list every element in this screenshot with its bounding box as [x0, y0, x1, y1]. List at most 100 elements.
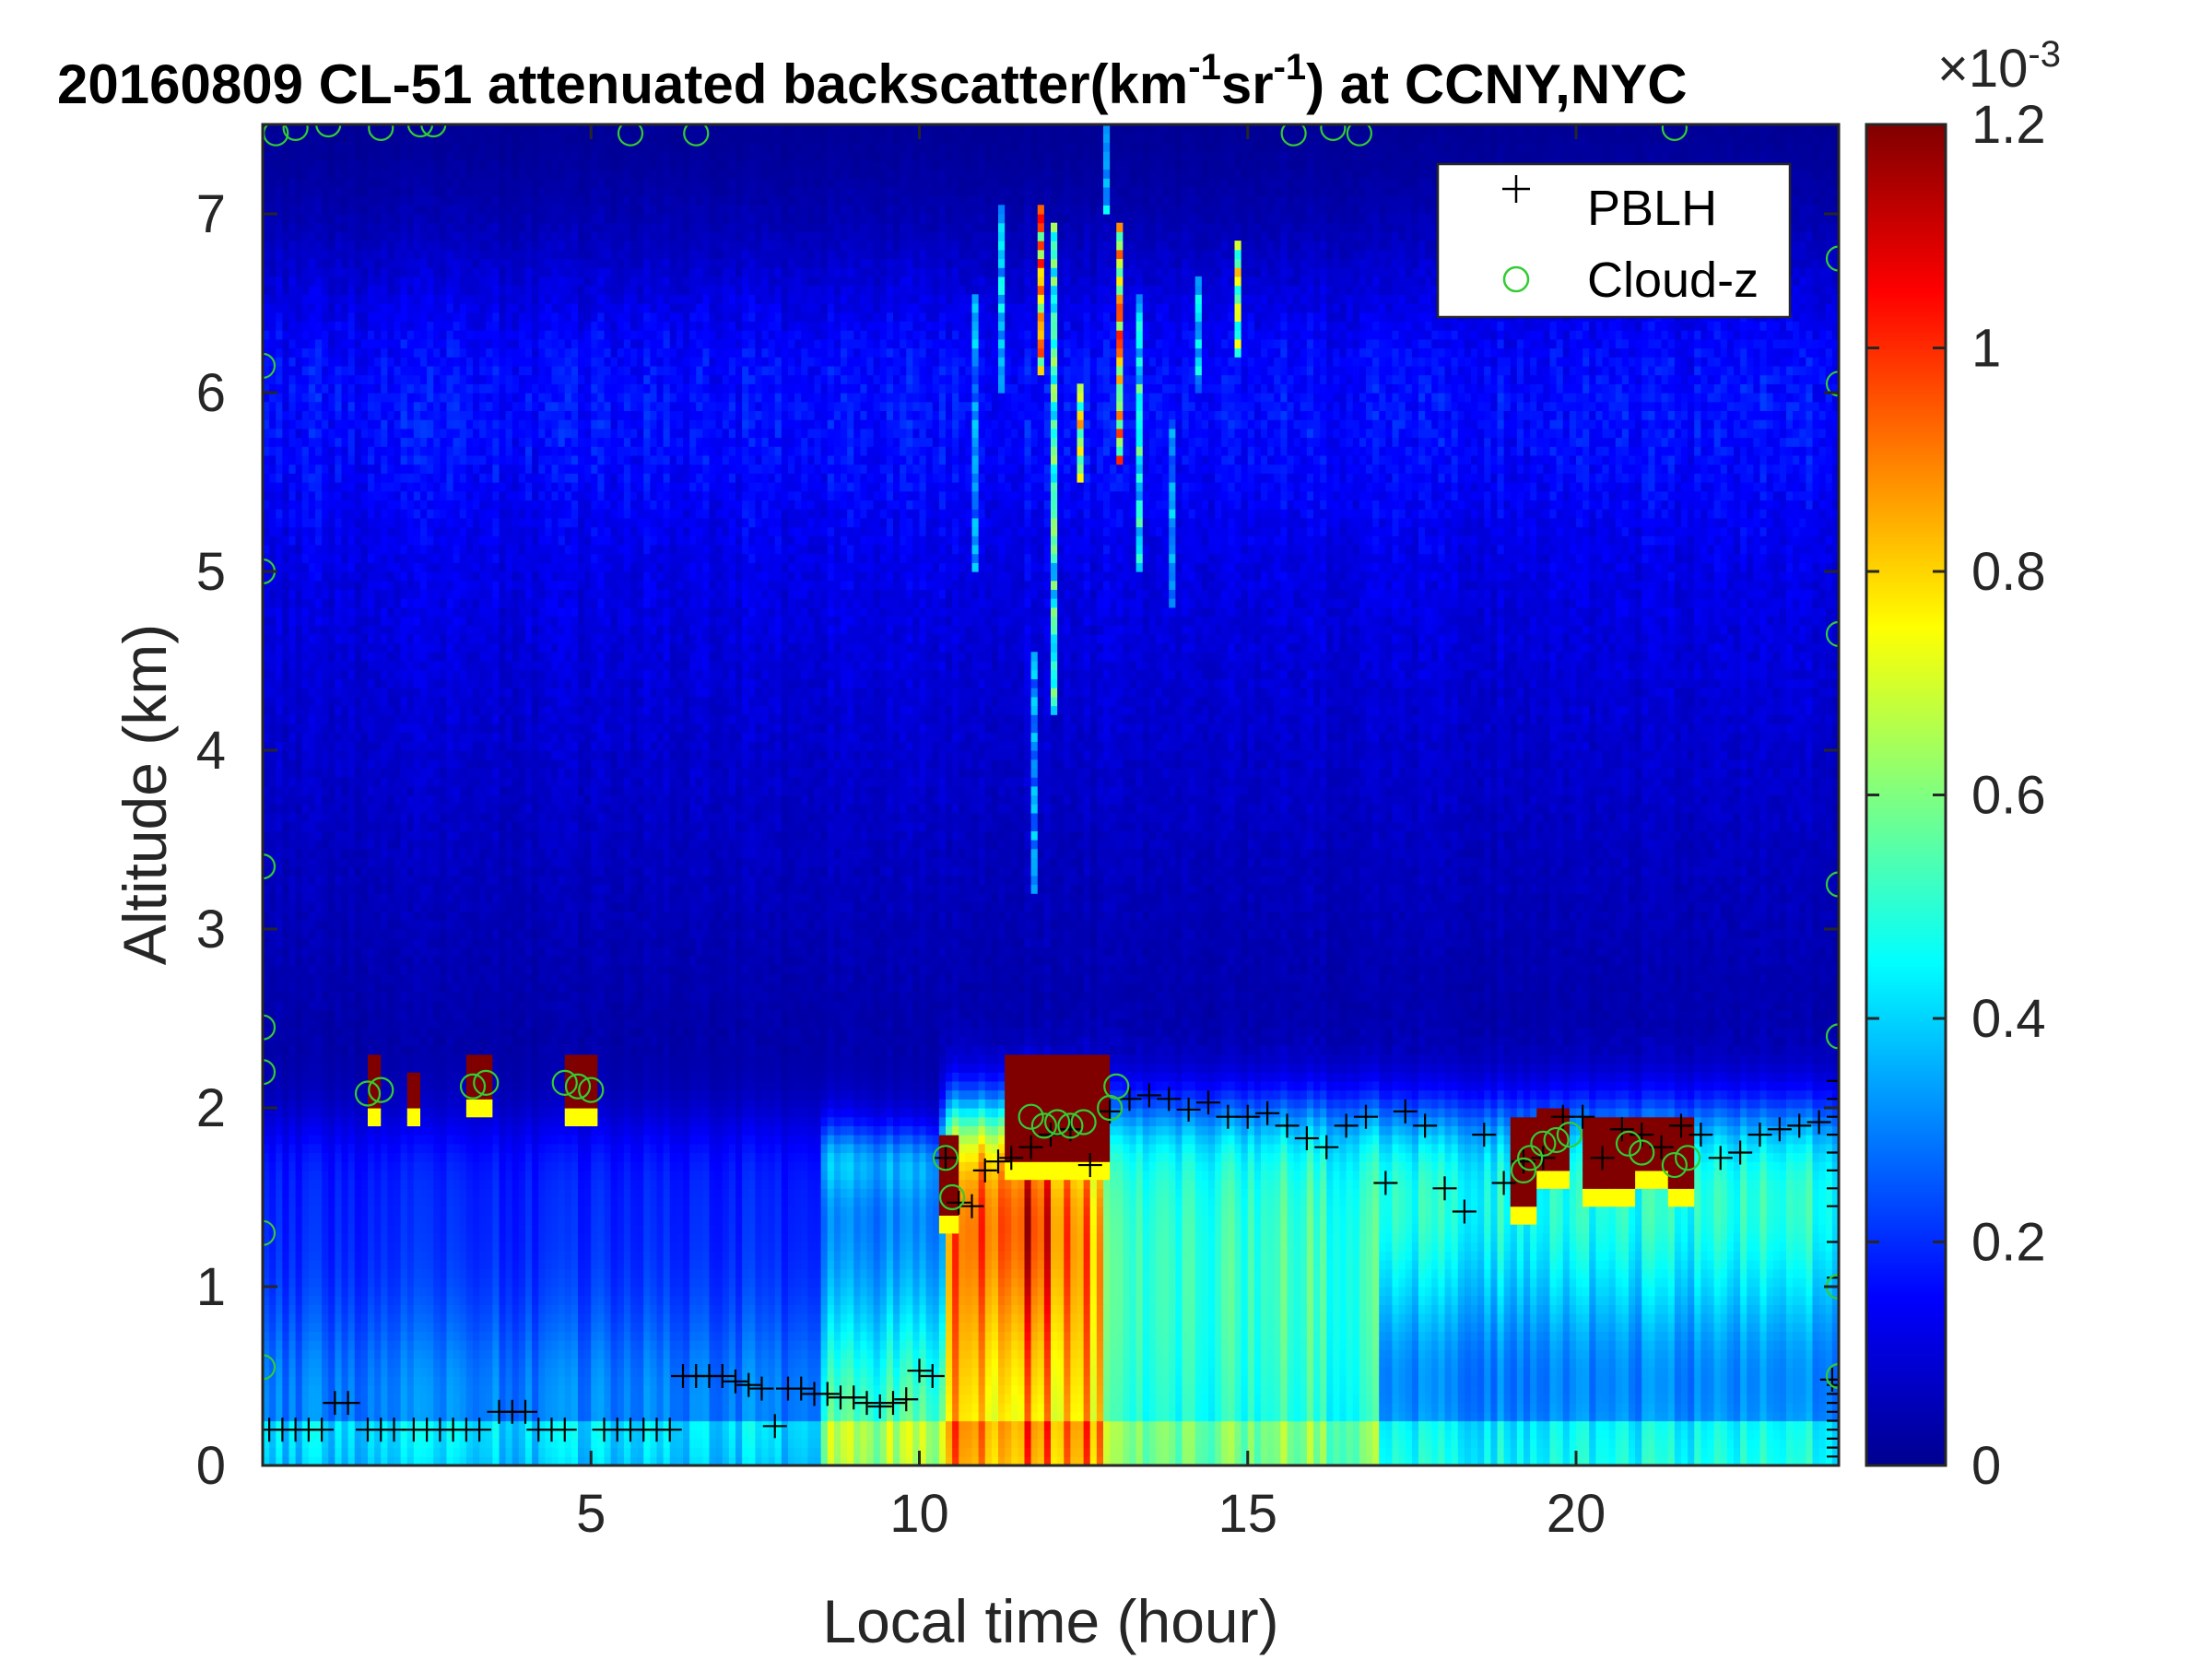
heatmap-cell: [387, 812, 395, 823]
heatmap-cell: [427, 741, 434, 751]
heatmap-cell: [354, 929, 362, 939]
heatmap-cell: [459, 133, 467, 143]
heatmap-cell: [282, 901, 290, 912]
heatmap-cell: [269, 857, 276, 867]
heatmap-cell: [446, 1438, 454, 1449]
heatmap-cell: [433, 1206, 441, 1216]
heatmap-cell: [420, 741, 428, 751]
heatmap-cell: [400, 330, 408, 340]
heatmap-cell: [295, 151, 303, 161]
heatmap-cell: [368, 393, 375, 403]
heatmap-cell: [465, 821, 474, 831]
heatmap-cell: [341, 714, 349, 724]
heatmap-cell: [473, 1277, 480, 1288]
heatmap-cell: [400, 652, 408, 662]
heatmap-cell: [288, 1036, 297, 1046]
heatmap-cell: [465, 1331, 474, 1341]
heatmap-cell: [301, 214, 310, 224]
heatmap-cell: [459, 688, 467, 698]
heatmap-cell: [347, 616, 356, 626]
heatmap-cell: [347, 848, 356, 858]
heatmap-cell: [465, 1403, 474, 1413]
heatmap-cell: [301, 1394, 310, 1404]
heatmap-cell: [394, 1099, 402, 1109]
heatmap-cell: [473, 1340, 480, 1350]
heatmap-cell: [420, 688, 428, 698]
heatmap-cell: [420, 642, 428, 653]
heatmap-cell: [354, 1447, 362, 1457]
heatmap-cell: [387, 195, 395, 206]
heatmap-cell: [427, 920, 434, 930]
heatmap-cell: [387, 159, 395, 171]
heatmap-cell: [406, 365, 415, 376]
heatmap-cell: [440, 285, 448, 295]
heatmap-cell: [387, 1197, 395, 1207]
heatmap-cell: [446, 705, 454, 715]
heatmap-cell: [440, 169, 448, 179]
heatmap-cell: [308, 1152, 316, 1162]
heatmap-cell: [465, 214, 474, 224]
heatmap-cell: [354, 437, 362, 447]
heatmap-cell: [276, 1206, 283, 1216]
heatmap-cell: [387, 840, 395, 850]
heatmap-cell: [322, 1376, 329, 1386]
heatmap-cell: [322, 1224, 329, 1234]
heatmap-cell: [433, 464, 441, 474]
heatmap-cell: [301, 750, 310, 760]
heatmap-cell: [308, 509, 316, 519]
heatmap-cell: [282, 1027, 290, 1037]
heatmap-cell: [269, 1268, 276, 1278]
heatmap-cell: [433, 652, 441, 662]
heatmap-cell: [315, 1125, 323, 1135]
heatmap-cell: [288, 1384, 297, 1394]
heatmap-cell: [308, 812, 316, 823]
heatmap-cell: [347, 920, 356, 930]
heatmap-cell: [347, 705, 356, 715]
heatmap-cell: [328, 688, 335, 698]
heatmap-cell: [269, 901, 276, 912]
heatmap-cell: [288, 526, 297, 536]
heatmap-cell: [341, 357, 349, 367]
heatmap-cell: [315, 526, 323, 536]
heatmap-cell: [387, 848, 395, 858]
heatmap-cell: [400, 222, 408, 232]
heatmap-cell: [453, 393, 461, 403]
heatmap-cell: [413, 848, 421, 858]
heatmap-cell: [374, 437, 382, 447]
heatmap-cell: [341, 1277, 349, 1288]
heatmap-cell: [374, 956, 382, 966]
heatmap-cell: [263, 688, 270, 698]
heatmap-cell: [295, 1188, 303, 1198]
heatmap-cell: [413, 1331, 421, 1341]
heatmap-cell: [354, 347, 362, 358]
heatmap-cell: [427, 312, 434, 322]
heatmap-cell: [465, 714, 474, 724]
heatmap-cell: [433, 1009, 441, 1019]
heatmap-cell: [341, 294, 349, 304]
heatmap-cell: [282, 338, 290, 349]
heatmap-cell: [394, 705, 402, 715]
heatmap-cell: [360, 1348, 369, 1359]
heatmap-cell: [301, 606, 310, 618]
heatmap-cell: [315, 241, 323, 251]
heatmap-cell: [465, 571, 474, 582]
heatmap-cell: [335, 1045, 343, 1055]
heatmap-cell: [446, 830, 454, 841]
heatmap-cell: [282, 661, 290, 671]
heatmap-cell: [440, 1197, 448, 1207]
heatmap-cell: [433, 214, 441, 224]
heatmap-cell: [347, 661, 356, 671]
heatmap-cell: [263, 509, 270, 519]
heatmap-cell: [473, 714, 480, 724]
heatmap-cell: [322, 714, 329, 724]
heatmap-cell: [433, 1161, 441, 1171]
heatmap-cell: [413, 544, 421, 555]
heatmap-cell: [282, 956, 290, 966]
heatmap-cell: [427, 1430, 434, 1440]
heatmap-cell: [465, 1322, 474, 1333]
heatmap-cell: [453, 1108, 461, 1118]
heatmap-cell: [453, 678, 461, 688]
heatmap-cell: [427, 598, 434, 608]
heatmap-cell: [400, 911, 408, 921]
heatmap-cell: [433, 1089, 441, 1100]
